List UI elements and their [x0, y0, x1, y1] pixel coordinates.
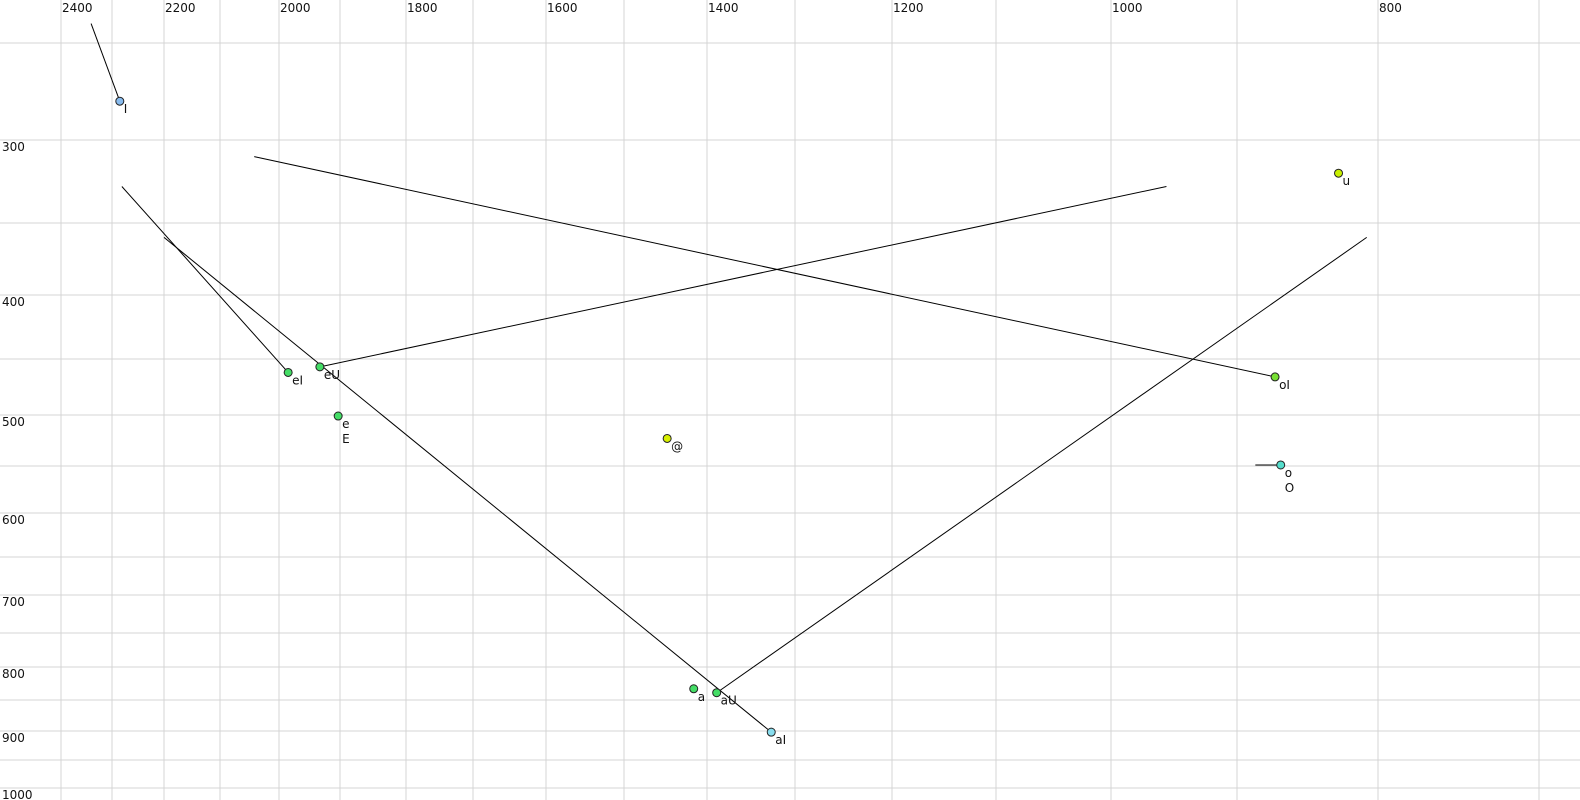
- vowel-label: u: [1343, 174, 1351, 188]
- y-tick-label: 400: [2, 295, 25, 309]
- vowel-point: [712, 688, 722, 698]
- vowel-point: [333, 411, 343, 421]
- x-tick-label: 1200: [893, 1, 924, 15]
- vowel-label: oI: [1279, 378, 1290, 392]
- vowel-point: [662, 433, 672, 443]
- y-tick-label: 600: [2, 513, 25, 527]
- vowel-label: E: [342, 432, 350, 446]
- points: Iu eI eU eE @ oI oOa aU aI: [115, 96, 1351, 747]
- trajectory-line: [716, 236, 1368, 694]
- tick-labels: 2400 2200 2000 1800 1600 1400 1200 1000 800 300 40…: [2, 1, 1402, 800]
- vowel-label: o: [1285, 466, 1292, 480]
- y-tick-label: 1000: [2, 788, 33, 800]
- vowel-point: [283, 367, 293, 377]
- vowel-label: O: [1285, 481, 1294, 495]
- vowel-point: [315, 362, 325, 372]
- x-tick-label: 1000: [1112, 1, 1143, 15]
- y-tick-label: 900: [2, 731, 25, 745]
- x-tick-label: 800: [1379, 1, 1402, 15]
- x-tick-label: 2400: [62, 1, 93, 15]
- vowel-label: I: [124, 102, 128, 116]
- vowel-point: [766, 727, 776, 737]
- vowel-point: [689, 684, 699, 694]
- y-tick-label: 500: [2, 415, 25, 429]
- y-tick-label: 800: [2, 667, 25, 681]
- vowel-label: e: [342, 417, 349, 431]
- trajectory-line: [90, 23, 121, 102]
- trajectory-line: [254, 156, 1276, 378]
- vowel-label: eI: [292, 373, 303, 387]
- trajectory-line: [121, 186, 289, 373]
- vowel-label: a: [698, 690, 705, 704]
- trajectory-line: [319, 185, 1167, 368]
- trajectories: [90, 23, 1368, 733]
- x-tick-label: 1800: [407, 1, 438, 15]
- vowel-label: aI: [775, 733, 786, 747]
- vowel-label: @: [671, 439, 683, 453]
- trajectory-line: [163, 237, 772, 733]
- vowel-point: [115, 96, 125, 106]
- vowel-label: aU: [721, 694, 737, 708]
- vowel-point: [1270, 372, 1280, 382]
- x-tick-label: 1400: [708, 1, 739, 15]
- x-tick-label: 2200: [165, 1, 196, 15]
- x-tick-label: 2000: [280, 1, 311, 15]
- vowel-label: eU: [324, 368, 340, 382]
- y-tick-label: 300: [2, 140, 25, 154]
- vowel-point: [1334, 168, 1344, 178]
- vowel-point: [1276, 460, 1286, 470]
- x-tick-label: 1600: [547, 1, 578, 15]
- y-tick-label: 700: [2, 595, 25, 609]
